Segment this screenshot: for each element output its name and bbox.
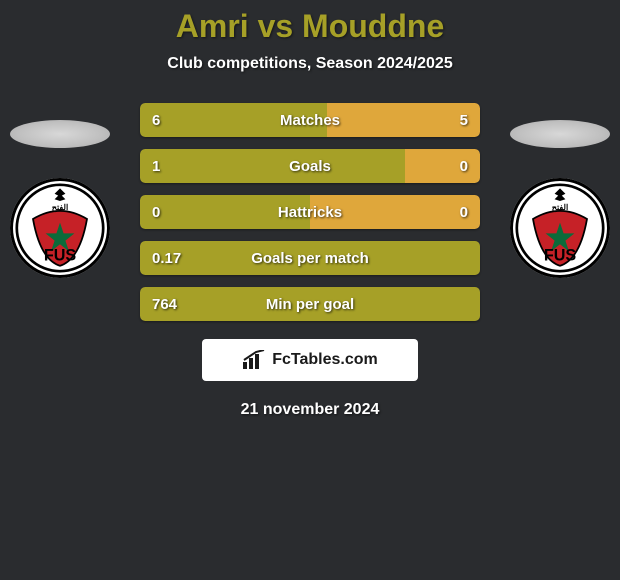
player-right-column: FUS الفتح: [500, 120, 620, 278]
stat-label: Goals: [140, 149, 480, 183]
player-left-club-badge: FUS الفتح: [10, 178, 110, 278]
stat-bar-row: 65Matches: [140, 103, 480, 137]
branding-badge: FcTables.com: [202, 339, 418, 381]
comparison-title: Amri vs Mouddne: [0, 8, 620, 45]
svg-text:الفتح: الفتح: [552, 203, 568, 213]
stat-label: Hattricks: [140, 195, 480, 229]
branding-text: FcTables.com: [272, 351, 378, 369]
chart-icon: [242, 350, 266, 370]
stat-bar-row: 00Hattricks: [140, 195, 480, 229]
comparison-date: 21 november 2024: [0, 401, 620, 419]
svg-text:FUS: FUS: [544, 246, 577, 264]
stat-label: Min per goal: [140, 287, 480, 321]
player-left-column: FUS الفتح: [0, 120, 120, 278]
stat-bar-row: 0.17Goals per match: [140, 241, 480, 275]
club-badge-icon: FUS الفتح: [15, 183, 105, 273]
stat-label: Goals per match: [140, 241, 480, 275]
stat-bar-row: 764Min per goal: [140, 287, 480, 321]
comparison-subtitle: Club competitions, Season 2024/2025: [0, 55, 620, 73]
stat-label: Matches: [140, 103, 480, 137]
stat-bar-row: 10Goals: [140, 149, 480, 183]
club-badge-icon: FUS الفتح: [515, 183, 605, 273]
svg-text:FUS: FUS: [44, 246, 77, 264]
stats-bars: 65Matches 10Goals 00Hattricks 0.17Goals per…: [140, 103, 480, 321]
player-left-silhouette: [10, 120, 110, 148]
player-right-club-badge: FUS الفتح: [510, 178, 610, 278]
svg-text:الفتح: الفتح: [52, 203, 68, 213]
player-right-silhouette: [510, 120, 610, 148]
